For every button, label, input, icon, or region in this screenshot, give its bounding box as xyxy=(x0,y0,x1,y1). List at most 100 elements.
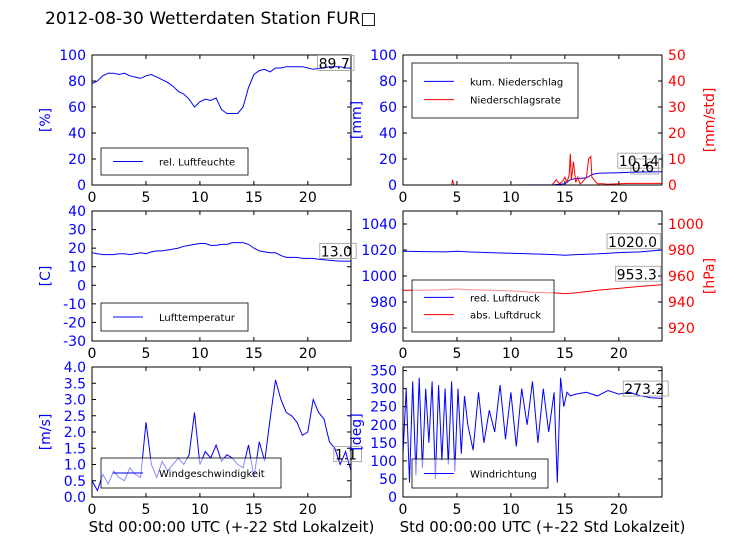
y-tick-label: 20 xyxy=(379,152,397,168)
x-tick-label: 15 xyxy=(556,346,574,362)
series-line-winddir-0 xyxy=(403,377,662,483)
y-tick-label: 960 xyxy=(370,321,397,337)
value-readout-box xyxy=(615,265,662,282)
y-axis-label: [%] xyxy=(38,108,54,132)
x-tick-label: 0 xyxy=(88,190,97,206)
y-axis-label: [C] xyxy=(38,266,54,287)
y-right-tick-label: 30 xyxy=(668,100,686,116)
y-tick-label: 60 xyxy=(379,100,397,116)
chart-panel-windspeed: 0 5 10 15 20 0.00.51.01.52.02.53.03.54.0 [m/s]… xyxy=(38,360,374,536)
plot-frame xyxy=(91,54,352,186)
y-tick-label: -10 xyxy=(63,297,86,313)
series-line-pressure-0 xyxy=(403,249,662,256)
x-tick-label: 10 xyxy=(191,502,209,518)
y-right-tick-label: 10 xyxy=(668,152,686,168)
y-right-axis-label: [hPa] xyxy=(702,258,718,294)
y-tick-label: 1.0 xyxy=(64,458,86,474)
y-tick-label: 200 xyxy=(370,418,397,434)
y-tick-label: 2.5 xyxy=(64,409,86,425)
y-tick-label: 2.0 xyxy=(64,425,86,441)
x-tick-label: 0 xyxy=(399,190,408,206)
value-readout: 10.14 xyxy=(619,154,659,170)
y-axis-label: [mm] xyxy=(349,101,365,139)
series-line-precipitation-1 xyxy=(403,153,662,185)
x-tick-label: 10 xyxy=(502,502,520,518)
series-line-humidity-0 xyxy=(92,66,351,114)
y-axis-label: [m/s] xyxy=(38,414,54,451)
y-right-tick-label: 980 xyxy=(668,243,695,259)
y-tick-label: 40 xyxy=(379,126,397,142)
value-readout-box xyxy=(617,152,664,169)
x-tick-label: 5 xyxy=(141,190,150,206)
x-tick-label: 5 xyxy=(141,346,150,362)
chart-panel-temperature: 0 5 10 15 20 -30 -20 -10 0 10 20 30 40 [C] Lufttempera… xyxy=(38,204,357,362)
x-tick-label: 20 xyxy=(610,346,628,362)
series-line-temperature-0 xyxy=(92,242,351,262)
y-tick-label: 80 xyxy=(379,74,397,90)
y-tick-label: 0.0 xyxy=(64,490,86,506)
x-tick-label: 10 xyxy=(502,190,520,206)
x-tick-label: 20 xyxy=(610,502,628,518)
x-tick-label: 15 xyxy=(245,502,263,518)
x-tick-label: 0 xyxy=(399,346,408,362)
series-line-precipitation-0 xyxy=(403,171,662,185)
y-tick-label: 4.0 xyxy=(64,360,86,376)
chart-panel-pressure: 0 5 10 15 20 960 980 1000 1020 1040 920 940 960 980 10… xyxy=(361,210,718,362)
plot-frame xyxy=(91,210,352,342)
y-tick-label: 10 xyxy=(68,260,86,276)
legend-label: Lufttemperatur xyxy=(159,313,236,324)
x-tick-label: 15 xyxy=(245,190,263,206)
y-tick-label: 3.5 xyxy=(64,376,86,392)
y-tick-label: 0 xyxy=(77,178,86,194)
y-right-tick-label: 0 xyxy=(668,178,677,194)
value-readout-box xyxy=(606,233,662,250)
y-right-tick-label: 50 xyxy=(668,48,686,64)
y-tick-label: 0 xyxy=(77,278,86,294)
x-tick-label: 5 xyxy=(452,190,461,206)
value-readout-box xyxy=(319,243,357,259)
y-tick-label: 150 xyxy=(370,436,397,452)
x-tick-label: 10 xyxy=(191,190,209,206)
y-right-tick-label: 40 xyxy=(668,74,686,90)
y-tick-label: 300 xyxy=(370,382,397,398)
y-tick-label: 1.5 xyxy=(64,441,86,457)
x-axis-label: Std 00:00:00 UTC (+-22 Std Lokalzeit) xyxy=(89,518,375,536)
page-title: 2012-08-30 Wetterdaten Station FUR□ xyxy=(45,9,377,29)
y-tick-label: -20 xyxy=(63,315,86,331)
x-tick-label: 15 xyxy=(556,502,574,518)
legend-label: red. Luftdruck xyxy=(470,293,540,304)
y-right-tick-label: 1000 xyxy=(668,217,704,233)
y-right-tick-label: 940 xyxy=(668,295,695,311)
x-tick-label: 20 xyxy=(299,190,317,206)
y-right-tick-label: 20 xyxy=(668,126,686,142)
value-readout: 273.2 xyxy=(624,382,664,398)
x-axis-label: Std 00:00:00 UTC (+-22 Std Lokalzeit) xyxy=(400,518,686,536)
y-axis-label: [deg] xyxy=(349,413,365,450)
value-readout: 89.7 xyxy=(319,56,350,72)
y-tick-label: 0 xyxy=(388,490,397,506)
y-tick-label: 1040 xyxy=(361,217,397,233)
y-tick-label: 100 xyxy=(59,48,86,64)
x-tick-label: 15 xyxy=(245,346,263,362)
legend-label: kum. Niederschlag xyxy=(470,77,563,88)
x-tick-label: 5 xyxy=(141,502,150,518)
legend-label: Windgeschwindigkeit xyxy=(159,469,265,480)
x-tick-label: 10 xyxy=(191,346,209,362)
y-tick-label: 250 xyxy=(370,400,397,416)
x-tick-label: 20 xyxy=(299,346,317,362)
x-tick-label: 20 xyxy=(610,190,628,206)
value-readout: 1.1 xyxy=(335,448,357,464)
value-readout: 953.3 xyxy=(617,267,657,283)
y-tick-label: 30 xyxy=(68,223,86,239)
x-tick-label: 0 xyxy=(399,502,408,518)
y-tick-label: -30 xyxy=(63,334,86,350)
x-tick-label: 10 xyxy=(502,346,520,362)
value-readout: 13.0 xyxy=(321,245,352,261)
plot-frame xyxy=(402,366,663,498)
value-readout-box xyxy=(630,158,659,175)
y-tick-label: 1020 xyxy=(361,243,397,259)
x-tick-label: 5 xyxy=(452,502,461,518)
legend-label: rel. Luftfeuchte xyxy=(159,158,235,169)
y-right-axis-label: [mm/std] xyxy=(702,88,718,153)
